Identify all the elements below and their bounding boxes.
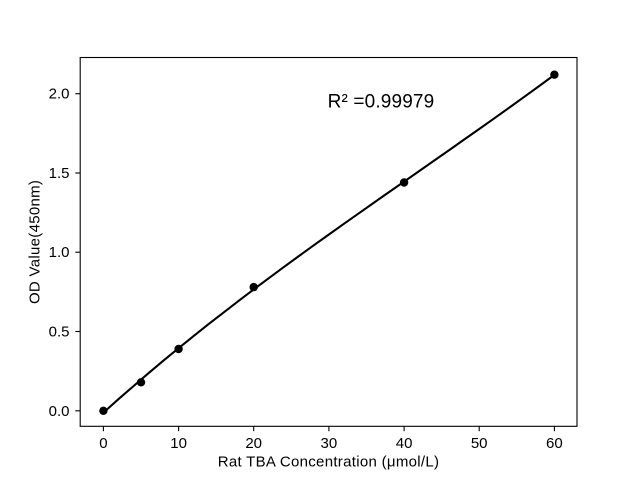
svg-text:60: 60 <box>546 435 563 452</box>
svg-text:1.0: 1.0 <box>49 244 70 261</box>
svg-text:20: 20 <box>245 435 262 452</box>
svg-text:40: 40 <box>396 435 413 452</box>
svg-text:R² =0.99979: R² =0.99979 <box>328 92 435 113</box>
svg-text:0.5: 0.5 <box>49 324 70 341</box>
svg-text:50: 50 <box>471 435 488 452</box>
svg-text:10: 10 <box>170 435 187 452</box>
svg-text:0: 0 <box>99 435 107 452</box>
svg-text:30: 30 <box>321 435 338 452</box>
svg-text:2.0: 2.0 <box>49 86 70 103</box>
svg-text:OD Value(450nm): OD Value(450nm) <box>27 180 44 304</box>
svg-text:0.0: 0.0 <box>49 403 70 420</box>
svg-text:Rat TBA Concentration (μmol/L): Rat TBA Concentration (μmol/L) <box>218 454 440 471</box>
svg-text:1.5: 1.5 <box>49 165 70 182</box>
